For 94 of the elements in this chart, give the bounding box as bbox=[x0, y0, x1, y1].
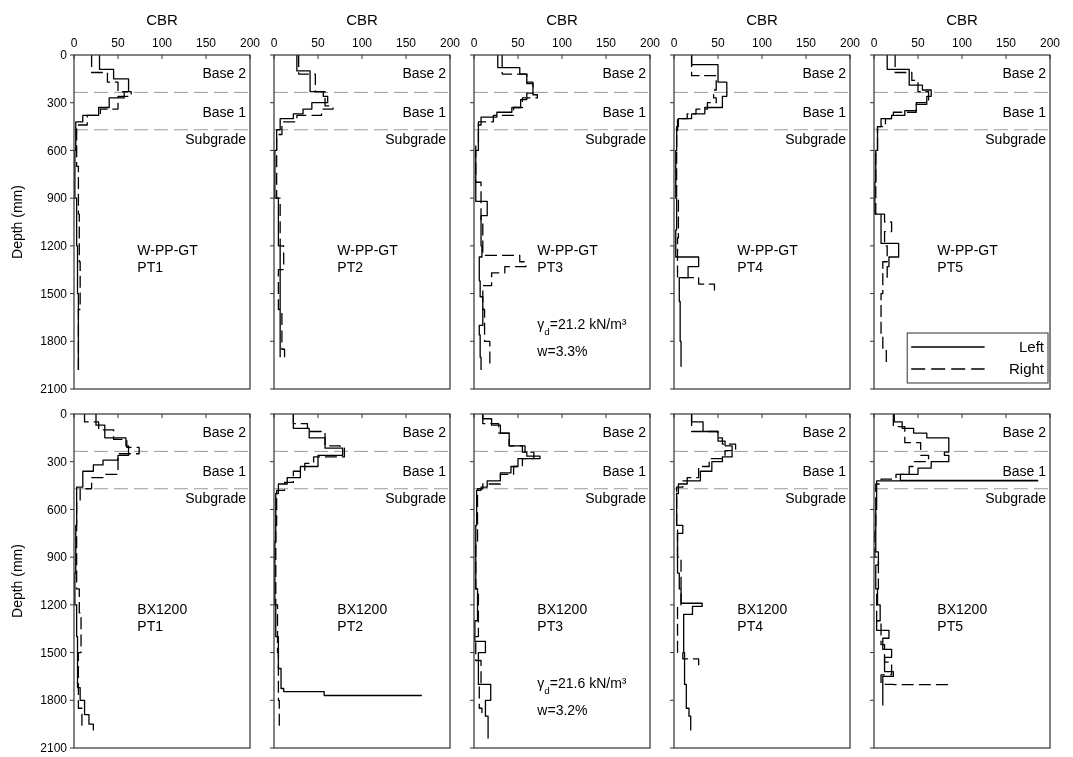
y-tick-label: 0 bbox=[60, 48, 68, 63]
x-axis-title: CBR bbox=[946, 11, 978, 28]
x-tick-label: 50 bbox=[111, 36, 125, 50]
x-tick-label: 0 bbox=[870, 36, 878, 50]
y-tick-label: 1800 bbox=[40, 693, 68, 708]
x-tick-label: 100 bbox=[151, 36, 173, 50]
annotation: Subgrade bbox=[785, 130, 847, 147]
annotation: Subgrade bbox=[385, 130, 447, 147]
annotation: W-PP-GT PT4 bbox=[737, 242, 799, 276]
x-tick-label: 50 bbox=[311, 36, 325, 50]
annotation: Base 2 bbox=[602, 424, 647, 441]
y-tick-label: 1500 bbox=[40, 645, 68, 660]
annotation: γ$_{d}$=21.2 kN/m³ bbox=[537, 315, 627, 337]
annotation: Base 2 bbox=[1002, 65, 1047, 82]
annotation: γ$_{d}$=21.6 kN/m³ bbox=[537, 674, 627, 696]
annotation: BX1200 PT5 bbox=[937, 601, 988, 635]
x-axis-title: CBR bbox=[546, 11, 578, 28]
annotation: BX1200 PT2 bbox=[337, 601, 388, 635]
y-tick-label: 600 bbox=[46, 502, 68, 517]
annotation: w=3.2% bbox=[536, 701, 588, 718]
x-tick-label: 200 bbox=[1039, 36, 1061, 50]
annotation: Base 2 bbox=[802, 424, 847, 441]
x-tick-label: 200 bbox=[439, 36, 461, 50]
legend-label: Right bbox=[1008, 360, 1045, 378]
x-tick-label: 100 bbox=[551, 36, 573, 50]
y-tick-label: 0 bbox=[60, 407, 68, 422]
annotation: Subgrade bbox=[385, 489, 447, 506]
y-tick-label: 2100 bbox=[40, 741, 68, 756]
annotation: W-PP-GT PT1 bbox=[137, 242, 199, 276]
annotation: Base 1 bbox=[202, 103, 247, 120]
annotation: Base 2 bbox=[202, 65, 247, 82]
annotation: Base 1 bbox=[202, 462, 247, 479]
annotation: Subgrade bbox=[585, 130, 647, 147]
x-tick-label: 200 bbox=[239, 36, 261, 50]
y-tick-label: 300 bbox=[46, 95, 68, 110]
annotation: Base 1 bbox=[402, 462, 447, 479]
annotation: Base 2 bbox=[202, 424, 247, 441]
x-tick-label: 150 bbox=[195, 36, 217, 50]
x-tick-label: 50 bbox=[511, 36, 525, 50]
y-axis-title: Depth (mm) bbox=[9, 185, 25, 259]
annotation: Subgrade bbox=[985, 130, 1047, 147]
x-tick-label: 100 bbox=[951, 36, 973, 50]
x-tick-label: 50 bbox=[911, 36, 925, 50]
x-tick-label: 100 bbox=[351, 36, 373, 50]
x-tick-label: 100 bbox=[751, 36, 773, 50]
annotation: Base 2 bbox=[1002, 424, 1047, 441]
annotation: BX1200 PT1 bbox=[137, 601, 188, 635]
x-tick-label: 0 bbox=[70, 36, 78, 50]
y-axis-title: Depth (mm) bbox=[9, 544, 25, 618]
y-tick-label: 1200 bbox=[40, 239, 68, 254]
y-tick-label: 300 bbox=[46, 454, 68, 469]
annotation: Base 1 bbox=[802, 103, 847, 120]
annotation: Base 1 bbox=[402, 103, 447, 120]
legend-label: Left bbox=[1018, 338, 1045, 356]
annotation: BX1200 PT4 bbox=[737, 601, 788, 635]
x-tick-label: 0 bbox=[670, 36, 678, 50]
x-tick-label: 150 bbox=[795, 36, 817, 50]
annotation: Base 2 bbox=[402, 424, 447, 441]
y-tick-label: 1500 bbox=[40, 286, 68, 301]
y-tick-label: 1200 bbox=[40, 598, 68, 613]
x-tick-label: 150 bbox=[995, 36, 1017, 50]
x-tick-label: 150 bbox=[595, 36, 617, 50]
annotation: Base 1 bbox=[802, 462, 847, 479]
y-tick-label: 1800 bbox=[40, 334, 68, 349]
annotation: Base 1 bbox=[1002, 103, 1047, 120]
annotation: Subgrade bbox=[185, 130, 247, 147]
x-axis-title: CBR bbox=[146, 11, 178, 28]
y-tick-label: 900 bbox=[46, 550, 68, 565]
annotation: Subgrade bbox=[785, 489, 847, 506]
x-tick-label: 200 bbox=[839, 36, 861, 50]
annotation: Base 2 bbox=[602, 65, 647, 82]
annotation: W-PP-GT PT5 bbox=[937, 242, 999, 276]
x-tick-label: 0 bbox=[270, 36, 278, 50]
annotation: Subgrade bbox=[585, 489, 647, 506]
y-tick-label: 2100 bbox=[40, 382, 68, 397]
annotation: W-PP-GT PT3 bbox=[537, 242, 599, 276]
annotation: Subgrade bbox=[185, 489, 247, 506]
annotation: Base 1 bbox=[602, 103, 647, 120]
annotation: BX1200 PT3 bbox=[537, 601, 588, 635]
annotation: w=3.3% bbox=[536, 342, 588, 359]
x-tick-label: 150 bbox=[395, 36, 417, 50]
x-tick-label: 0 bbox=[470, 36, 478, 50]
y-tick-label: 900 bbox=[46, 191, 68, 206]
x-axis-title: CBR bbox=[346, 11, 378, 28]
annotation: Subgrade bbox=[985, 489, 1047, 506]
annotation: Base 2 bbox=[802, 65, 847, 82]
annotation: Base 1 bbox=[602, 462, 647, 479]
x-tick-label: 50 bbox=[711, 36, 725, 50]
annotation: Base 2 bbox=[402, 65, 447, 82]
x-tick-label: 200 bbox=[639, 36, 661, 50]
annotation: W-PP-GT PT2 bbox=[337, 242, 399, 276]
x-axis-title: CBR bbox=[746, 11, 778, 28]
annotation: Base 1 bbox=[1002, 462, 1047, 479]
y-tick-label: 600 bbox=[46, 143, 68, 158]
